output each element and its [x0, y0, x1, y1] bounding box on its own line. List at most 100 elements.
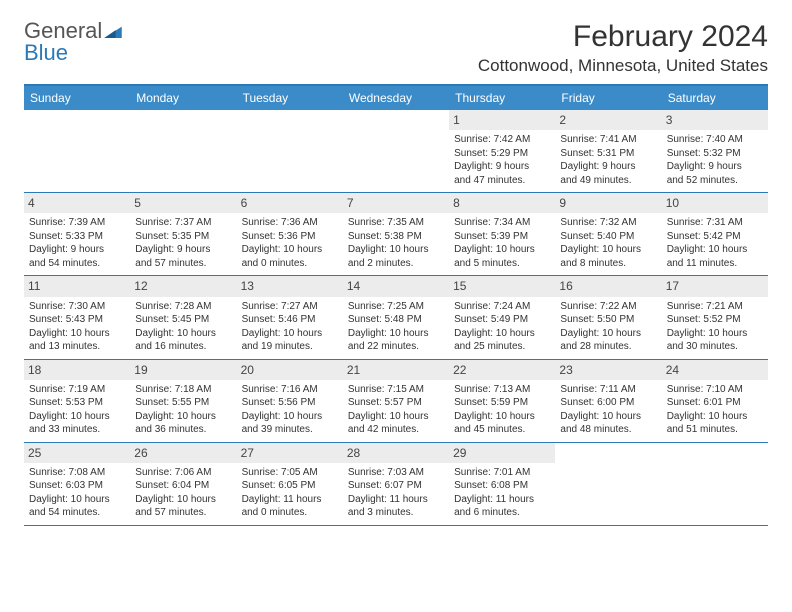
day-number: 13: [237, 276, 343, 296]
day-info-line: Sunset: 6:01 PM: [667, 396, 763, 410]
day-info-line: Sunrise: 7:05 AM: [242, 466, 338, 480]
day-number: 6: [237, 193, 343, 213]
day-info-line: Sunset: 6:05 PM: [242, 479, 338, 493]
day-info-line: and 28 minutes.: [560, 340, 656, 354]
day-info-line: Sunset: 5:52 PM: [667, 313, 763, 327]
day-info-line: Daylight: 9 hours: [135, 243, 231, 257]
day-info-line: Sunrise: 7:27 AM: [242, 300, 338, 314]
day-info-line: Sunset: 6:07 PM: [348, 479, 444, 493]
day-info-line: Sunrise: 7:03 AM: [348, 466, 444, 480]
day-info-line: and 6 minutes.: [454, 506, 550, 520]
day-info-line: Daylight: 10 hours: [667, 327, 763, 341]
day-info-line: and 48 minutes.: [560, 423, 656, 437]
day-info-line: Sunset: 6:08 PM: [454, 479, 550, 493]
day-info-line: Sunrise: 7:01 AM: [454, 466, 550, 480]
day-info-line: Daylight: 10 hours: [454, 410, 550, 424]
day-info-line: Sunrise: 7:39 AM: [29, 216, 125, 230]
day-number: 28: [343, 443, 449, 463]
day-info-line: and 33 minutes.: [29, 423, 125, 437]
day-info-line: Daylight: 10 hours: [667, 410, 763, 424]
calendar: SundayMondayTuesdayWednesdayThursdayFrid…: [24, 84, 768, 526]
day-number: 2: [555, 110, 661, 130]
day-info-line: and 45 minutes.: [454, 423, 550, 437]
calendar-day-empty: [662, 443, 768, 525]
calendar-day: 8Sunrise: 7:34 AMSunset: 5:39 PMDaylight…: [449, 193, 555, 275]
day-info-line: Daylight: 10 hours: [454, 327, 550, 341]
day-info-line: Sunset: 5:57 PM: [348, 396, 444, 410]
day-info-line: Sunset: 5:38 PM: [348, 230, 444, 244]
day-number: 3: [662, 110, 768, 130]
day-info-line: Sunrise: 7:13 AM: [454, 383, 550, 397]
day-info-line: Daylight: 10 hours: [242, 410, 338, 424]
calendar-day: 17Sunrise: 7:21 AMSunset: 5:52 PMDayligh…: [662, 276, 768, 358]
day-info-line: Daylight: 10 hours: [348, 243, 444, 257]
day-number: 18: [24, 360, 130, 380]
day-info-line: Sunset: 5:39 PM: [454, 230, 550, 244]
day-info-line: Sunrise: 7:24 AM: [454, 300, 550, 314]
calendar-day: 24Sunrise: 7:10 AMSunset: 6:01 PMDayligh…: [662, 360, 768, 442]
day-info-line: Sunrise: 7:42 AM: [454, 133, 550, 147]
weekday-header: Friday: [555, 86, 661, 110]
day-info-line: Daylight: 9 hours: [560, 160, 656, 174]
day-info-line: Sunrise: 7:11 AM: [560, 383, 656, 397]
calendar-day: 1 Sunrise: 7:42 AMSunset: 5:29 PMDaylight…: [449, 110, 555, 192]
calendar-day: 20Sunrise: 7:16 AMSunset: 5:56 PMDayligh…: [237, 360, 343, 442]
logo: GeneralBlue: [24, 20, 122, 64]
day-number: 10: [662, 193, 768, 213]
calendar-week: 4Sunrise: 7:39 AMSunset: 5:33 PMDaylight…: [24, 193, 768, 276]
day-info-line: Sunrise: 7:10 AM: [667, 383, 763, 397]
calendar-day: 15Sunrise: 7:24 AMSunset: 5:49 PMDayligh…: [449, 276, 555, 358]
day-info-line: Sunset: 5:35 PM: [135, 230, 231, 244]
day-info-line: Daylight: 9 hours: [454, 160, 550, 174]
day-info-line: and 47 minutes.: [454, 174, 550, 188]
day-info-line: Daylight: 10 hours: [560, 327, 656, 341]
day-info-line: Daylight: 10 hours: [135, 327, 231, 341]
day-info-line: Sunrise: 7:35 AM: [348, 216, 444, 230]
calendar-day-empty: [555, 443, 661, 525]
calendar-day: 18Sunrise: 7:19 AMSunset: 5:53 PMDayligh…: [24, 360, 130, 442]
calendar-day: 27Sunrise: 7:05 AMSunset: 6:05 PMDayligh…: [237, 443, 343, 525]
day-info-line: Sunrise: 7:08 AM: [29, 466, 125, 480]
day-info-line: and 42 minutes.: [348, 423, 444, 437]
day-info-line: Daylight: 10 hours: [29, 327, 125, 341]
day-number: 15: [449, 276, 555, 296]
day-number: 1: [449, 110, 555, 130]
day-info-line: and 0 minutes.: [242, 506, 338, 520]
day-info-line: and 25 minutes.: [454, 340, 550, 354]
day-info-line: and 0 minutes.: [242, 257, 338, 271]
day-info-line: Daylight: 10 hours: [667, 243, 763, 257]
day-info-line: and 51 minutes.: [667, 423, 763, 437]
day-number: 20: [237, 360, 343, 380]
day-info-line: and 13 minutes.: [29, 340, 125, 354]
day-info-line: Sunset: 5:29 PM: [454, 147, 550, 161]
calendar-day: 11Sunrise: 7:30 AMSunset: 5:43 PMDayligh…: [24, 276, 130, 358]
day-info-line: and 19 minutes.: [242, 340, 338, 354]
day-info-line: and 8 minutes.: [560, 257, 656, 271]
day-info-line: Daylight: 10 hours: [29, 493, 125, 507]
calendar-body: 1Sunrise: 7:42 AMSunset: 5:29 PMDaylight…: [24, 110, 768, 526]
day-info-line: Daylight: 9 hours: [667, 160, 763, 174]
day-info-line: Daylight: 10 hours: [135, 410, 231, 424]
calendar-day: 4Sunrise: 7:39 AMSunset: 5:33 PMDaylight…: [24, 193, 130, 275]
day-info-line: Sunset: 5:40 PM: [560, 230, 656, 244]
day-info-line: and 3 minutes.: [348, 506, 444, 520]
location-label: Cottonwood, Minnesota, United States: [478, 56, 768, 76]
day-number: 27: [237, 443, 343, 463]
calendar-day: 23Sunrise: 7:11 AMSunset: 6:00 PMDayligh…: [555, 360, 661, 442]
day-info-line: and 36 minutes.: [135, 423, 231, 437]
day-info-line: Sunrise: 7:31 AM: [667, 216, 763, 230]
day-number: 23: [555, 360, 661, 380]
day-number: 26: [130, 443, 236, 463]
day-info-line: Sunrise: 7:30 AM: [29, 300, 125, 314]
day-info-line: Daylight: 10 hours: [242, 243, 338, 257]
day-info-line: Sunrise: 7:37 AM: [135, 216, 231, 230]
calendar-day-empty: [24, 110, 130, 192]
calendar-day: 9Sunrise: 7:32 AMSunset: 5:40 PMDaylight…: [555, 193, 661, 275]
day-info-line: Sunrise: 7:22 AM: [560, 300, 656, 314]
page-title: February 2024: [478, 20, 768, 54]
day-info-line: Daylight: 10 hours: [29, 410, 125, 424]
day-info-line: Sunset: 5:56 PM: [242, 396, 338, 410]
calendar-day: 22Sunrise: 7:13 AMSunset: 5:59 PMDayligh…: [449, 360, 555, 442]
calendar-day: 12Sunrise: 7:28 AMSunset: 5:45 PMDayligh…: [130, 276, 236, 358]
day-info-line: Sunrise: 7:21 AM: [667, 300, 763, 314]
